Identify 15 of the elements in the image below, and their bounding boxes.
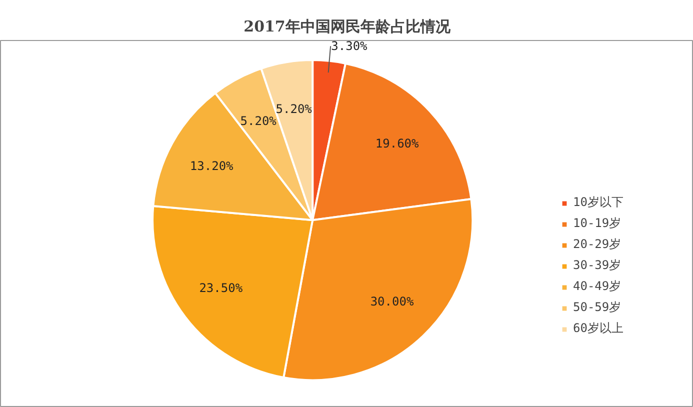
legend-label: 30-39岁 bbox=[573, 257, 622, 274]
legend-label: 60岁以上 bbox=[573, 320, 624, 337]
data-label: 5.20% bbox=[276, 102, 313, 116]
legend-label: 20-29岁 bbox=[573, 236, 622, 253]
data-label: 30.00% bbox=[370, 294, 414, 309]
legend-label: 50-59岁 bbox=[573, 299, 622, 316]
data-label: 5.20% bbox=[240, 114, 278, 128]
data-label: 13.20% bbox=[190, 158, 234, 173]
data-label: 19.60% bbox=[375, 136, 420, 151]
chart-title: 2017年中国网民年龄占比情况 bbox=[244, 18, 452, 36]
data-label: 23.50% bbox=[199, 281, 244, 296]
data-label: 3.30% bbox=[331, 39, 368, 54]
legend-label: 40-49岁 bbox=[573, 278, 622, 295]
legend-label: 10-19岁 bbox=[573, 215, 622, 232]
legend-label: 10岁以下 bbox=[573, 194, 624, 211]
